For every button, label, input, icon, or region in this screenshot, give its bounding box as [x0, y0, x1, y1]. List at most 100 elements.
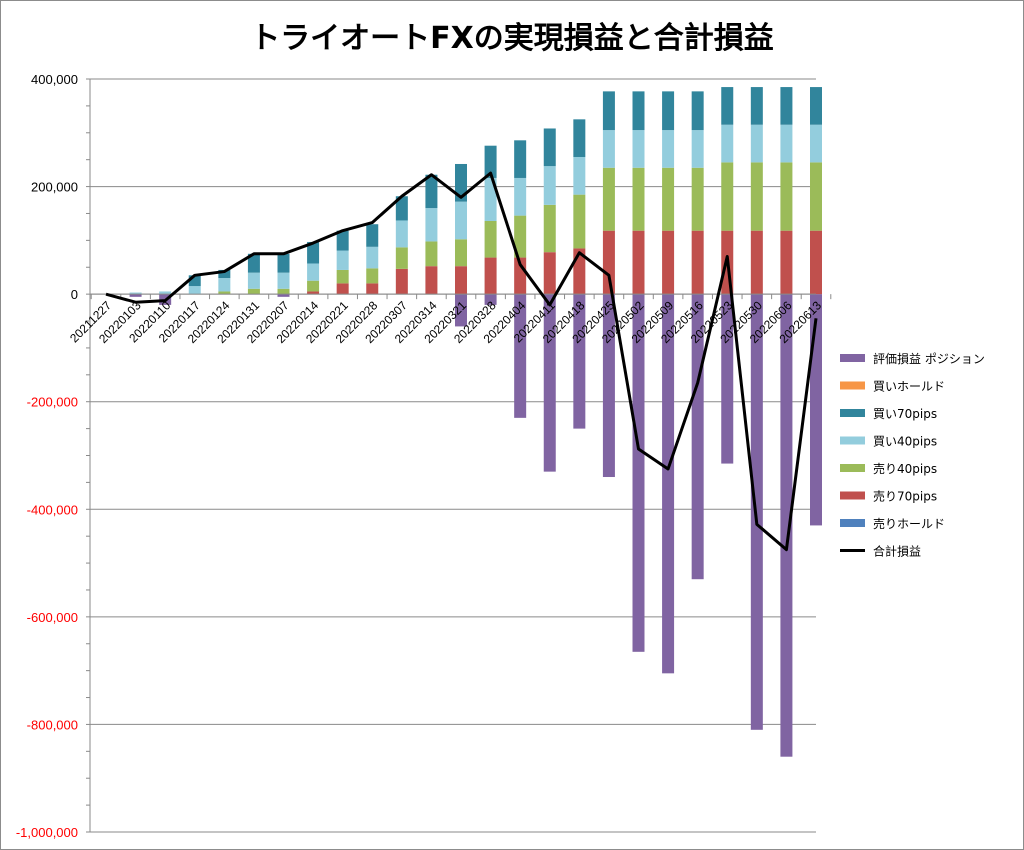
bar-segment	[336, 230, 349, 251]
bar-segment	[662, 167, 675, 231]
bar-segment	[277, 288, 290, 295]
bar-segment	[691, 130, 704, 168]
bar-segment	[810, 162, 822, 231]
bar-segment	[307, 263, 320, 281]
bar-segment	[632, 294, 645, 652]
bar-segment	[573, 294, 586, 429]
bar-segment	[810, 87, 822, 125]
legend-swatch	[840, 381, 865, 390]
bar-segment	[247, 288, 260, 295]
bar-segment	[514, 140, 527, 178]
bar-segment	[455, 239, 467, 267]
chart-title: トライオートFXの実現損益と合計損益	[250, 21, 774, 56]
bar-segment	[425, 266, 438, 295]
bar-segment	[218, 269, 231, 279]
bar-segment	[484, 145, 497, 178]
bar-segment	[573, 119, 586, 157]
bar-segment	[425, 174, 438, 209]
legend-label: 買い70pips	[873, 407, 937, 421]
bar-segment	[602, 91, 615, 131]
bar-segment	[662, 294, 675, 674]
bar-segment	[484, 257, 497, 295]
bar-segment	[543, 294, 556, 472]
total-line-path	[105, 171, 818, 552]
bar-segment	[188, 275, 201, 287]
bar-segment	[277, 253, 290, 273]
bar-segment	[129, 294, 142, 297]
legend-swatch	[840, 409, 865, 417]
bar-segment	[543, 252, 556, 295]
bar-segment	[691, 230, 704, 295]
bar-segment	[188, 286, 201, 295]
bar-segment	[366, 246, 379, 269]
bar-segment	[455, 294, 467, 327]
bar-segment	[780, 294, 793, 757]
bar-segment	[573, 194, 586, 249]
bar-segment	[514, 177, 527, 216]
bar-segment	[602, 230, 615, 295]
bar-segment	[662, 130, 675, 168]
y-tick-label: -600,000	[27, 610, 78, 625]
bar-segment	[602, 294, 615, 478]
legend-swatch	[840, 436, 865, 445]
bar-segment	[336, 283, 349, 295]
bar-segment	[484, 177, 497, 221]
legend-label: 買い40pips	[873, 435, 937, 449]
bar-segment	[425, 241, 438, 267]
bar-segment	[632, 167, 645, 231]
bar-segment	[484, 294, 497, 305]
bar-segment	[366, 268, 379, 284]
bar-segment	[307, 280, 320, 292]
bar-segment	[721, 294, 734, 464]
bar-segment	[543, 128, 556, 167]
bar-segment	[602, 167, 615, 231]
bar-segment	[395, 268, 408, 295]
legend-swatch	[840, 491, 865, 500]
legend-label: 合計損益	[873, 544, 921, 559]
bar-segment	[514, 294, 527, 418]
bar-segment	[218, 278, 231, 292]
y-tick-label: -400,000	[27, 502, 78, 517]
bar-segment	[247, 253, 260, 273]
bar-segment	[810, 230, 822, 295]
axes	[86, 78, 832, 833]
y-tick-label: -800,000	[27, 717, 78, 732]
y-axis-ticks: 400,000 200,000 0 -200,000 -400,000 -600,000 -…	[16, 72, 78, 840]
bar-segment	[543, 166, 556, 205]
legend-label: 売りホールド	[873, 516, 945, 531]
bar-segment	[662, 91, 675, 131]
total-line	[105, 171, 818, 552]
bar-segment	[750, 230, 763, 295]
bar-segment	[277, 294, 290, 297]
legend-swatch	[840, 464, 865, 472]
bar-segment	[780, 230, 793, 295]
bar-segment	[691, 167, 704, 231]
bar-segment	[691, 91, 704, 131]
y-tick-label: 0	[71, 287, 78, 302]
bar-segment	[780, 162, 793, 231]
bar-segment	[573, 156, 586, 195]
bar-segment	[247, 272, 260, 289]
bar-segment	[336, 250, 349, 270]
bar-segment	[810, 124, 822, 163]
bar-segment	[602, 130, 615, 168]
bar-segment	[721, 162, 734, 231]
bar-segment	[455, 201, 467, 240]
legend-swatch	[840, 354, 865, 362]
bar-segment	[395, 196, 408, 221]
bar-segment	[425, 208, 438, 242]
bar-segment	[780, 124, 793, 163]
legend-label: 評価損益 ポジション	[873, 351, 985, 366]
bars	[129, 87, 822, 757]
bar-segment	[366, 283, 379, 295]
bar-segment	[395, 220, 408, 248]
bar-segment	[277, 272, 290, 289]
y-tick-label: -200,000	[27, 395, 78, 410]
bar-segment	[395, 247, 408, 269]
bar-segment	[218, 291, 231, 295]
legend-label: 売り70pips	[873, 489, 937, 504]
bar-segment	[159, 291, 172, 295]
legend-swatch	[840, 519, 865, 527]
